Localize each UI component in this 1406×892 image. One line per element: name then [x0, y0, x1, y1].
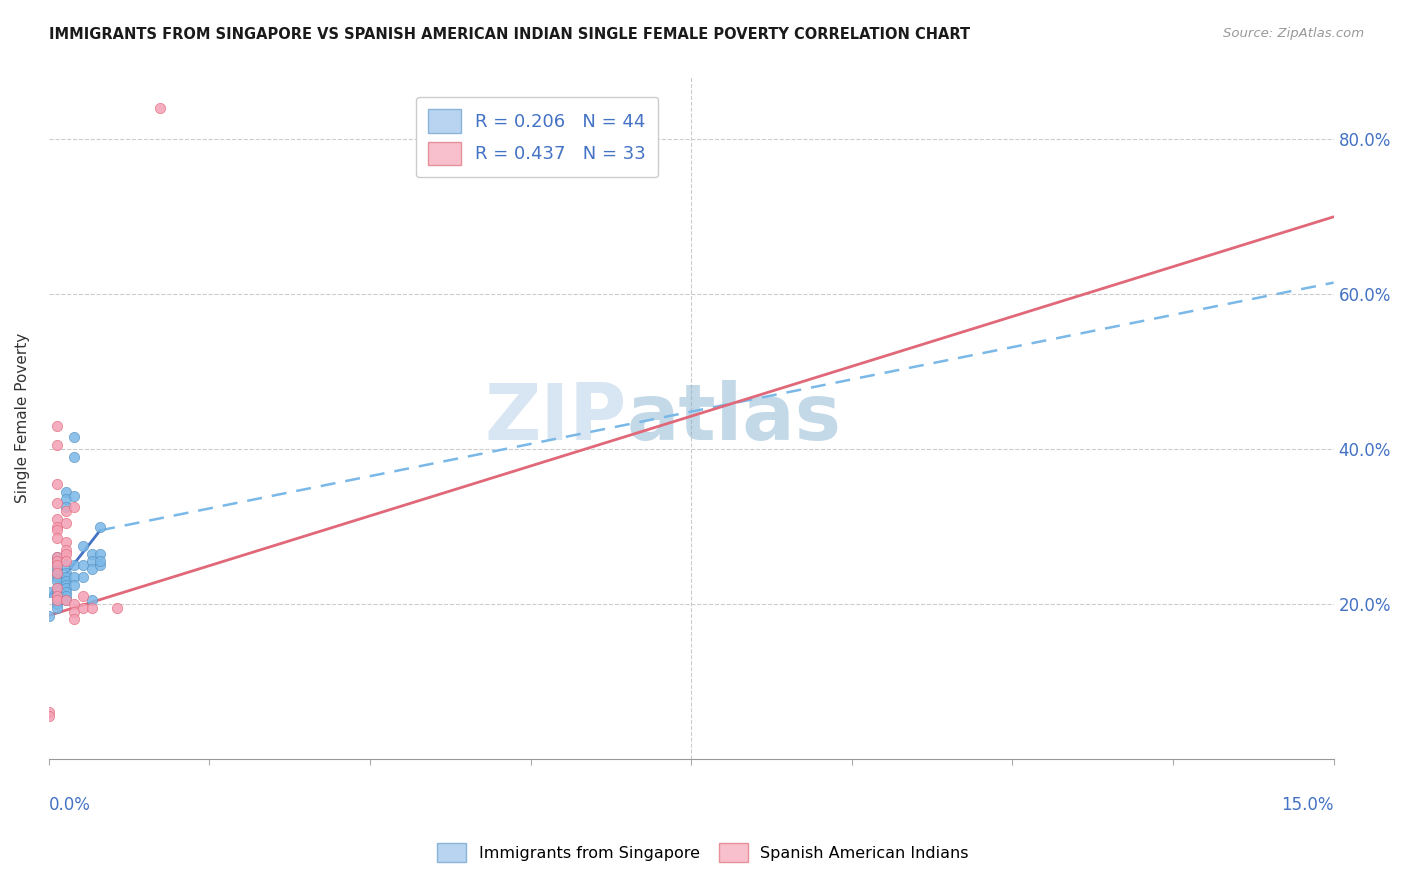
Point — [72, 600, 94, 615]
Point — [46, 582, 69, 596]
Point — [55, 516, 77, 530]
Legend: Immigrants from Singapore, Spanish American Indians: Immigrants from Singapore, Spanish Ameri… — [430, 837, 976, 868]
Text: 0.0%: 0.0% — [49, 797, 90, 814]
Point — [63, 605, 86, 619]
Point — [55, 585, 77, 599]
Point — [72, 539, 94, 553]
Point — [80, 554, 103, 568]
Point — [46, 574, 69, 588]
Point — [55, 574, 77, 588]
Point — [46, 589, 69, 603]
Point — [46, 562, 69, 576]
Point — [46, 585, 69, 599]
Point — [55, 582, 77, 596]
Point — [46, 438, 69, 452]
Text: 15.0%: 15.0% — [1281, 797, 1334, 814]
Point — [63, 612, 86, 626]
Y-axis label: Single Female Poverty: Single Female Poverty — [15, 333, 30, 503]
Point — [63, 577, 86, 591]
Point — [55, 547, 77, 561]
Point — [46, 597, 69, 611]
Text: atlas: atlas — [627, 380, 842, 456]
Point — [46, 418, 69, 433]
Point — [46, 566, 69, 580]
Point — [46, 531, 69, 545]
Point — [55, 500, 77, 515]
Point — [63, 558, 86, 573]
Point — [46, 582, 69, 596]
Point — [46, 593, 69, 607]
Point — [46, 550, 69, 565]
Point — [63, 489, 86, 503]
Point — [38, 608, 60, 623]
Point — [46, 600, 69, 615]
Point — [80, 547, 103, 561]
Point — [55, 589, 77, 603]
Point — [55, 593, 77, 607]
Point — [55, 554, 77, 568]
Point — [46, 554, 69, 568]
Point — [149, 102, 172, 116]
Point — [38, 585, 60, 599]
Point — [46, 512, 69, 526]
Point — [55, 570, 77, 584]
Point — [55, 593, 77, 607]
Point — [46, 589, 69, 603]
Point — [46, 566, 69, 580]
Point — [38, 706, 60, 720]
Text: IMMIGRANTS FROM SINGAPORE VS SPANISH AMERICAN INDIAN SINGLE FEMALE POVERTY CORRE: IMMIGRANTS FROM SINGAPORE VS SPANISH AME… — [49, 27, 970, 42]
Point — [80, 562, 103, 576]
Point — [80, 600, 103, 615]
Point — [46, 550, 69, 565]
Point — [46, 496, 69, 510]
Point — [89, 547, 111, 561]
Point — [55, 484, 77, 499]
Point — [55, 577, 77, 591]
Point — [105, 600, 128, 615]
Point — [63, 570, 86, 584]
Point — [46, 558, 69, 573]
Point — [38, 709, 60, 723]
Text: Source: ZipAtlas.com: Source: ZipAtlas.com — [1223, 27, 1364, 40]
Point — [72, 558, 94, 573]
Point — [55, 535, 77, 549]
Point — [46, 593, 69, 607]
Point — [55, 542, 77, 557]
Text: ZIP: ZIP — [485, 380, 627, 456]
Point — [72, 570, 94, 584]
Point — [89, 554, 111, 568]
Point — [63, 450, 86, 464]
Point — [46, 554, 69, 568]
Point — [46, 524, 69, 538]
Point — [63, 500, 86, 515]
Point — [89, 519, 111, 533]
Point — [46, 519, 69, 533]
Legend: R = 0.206   N = 44, R = 0.437   N = 33: R = 0.206 N = 44, R = 0.437 N = 33 — [416, 96, 658, 178]
Point — [63, 597, 86, 611]
Point — [55, 504, 77, 518]
Point — [46, 558, 69, 573]
Point — [80, 593, 103, 607]
Point — [63, 430, 86, 444]
Point — [55, 566, 77, 580]
Point — [72, 589, 94, 603]
Point — [55, 558, 77, 573]
Point — [55, 492, 77, 507]
Point — [46, 570, 69, 584]
Point — [46, 477, 69, 491]
Point — [89, 558, 111, 573]
